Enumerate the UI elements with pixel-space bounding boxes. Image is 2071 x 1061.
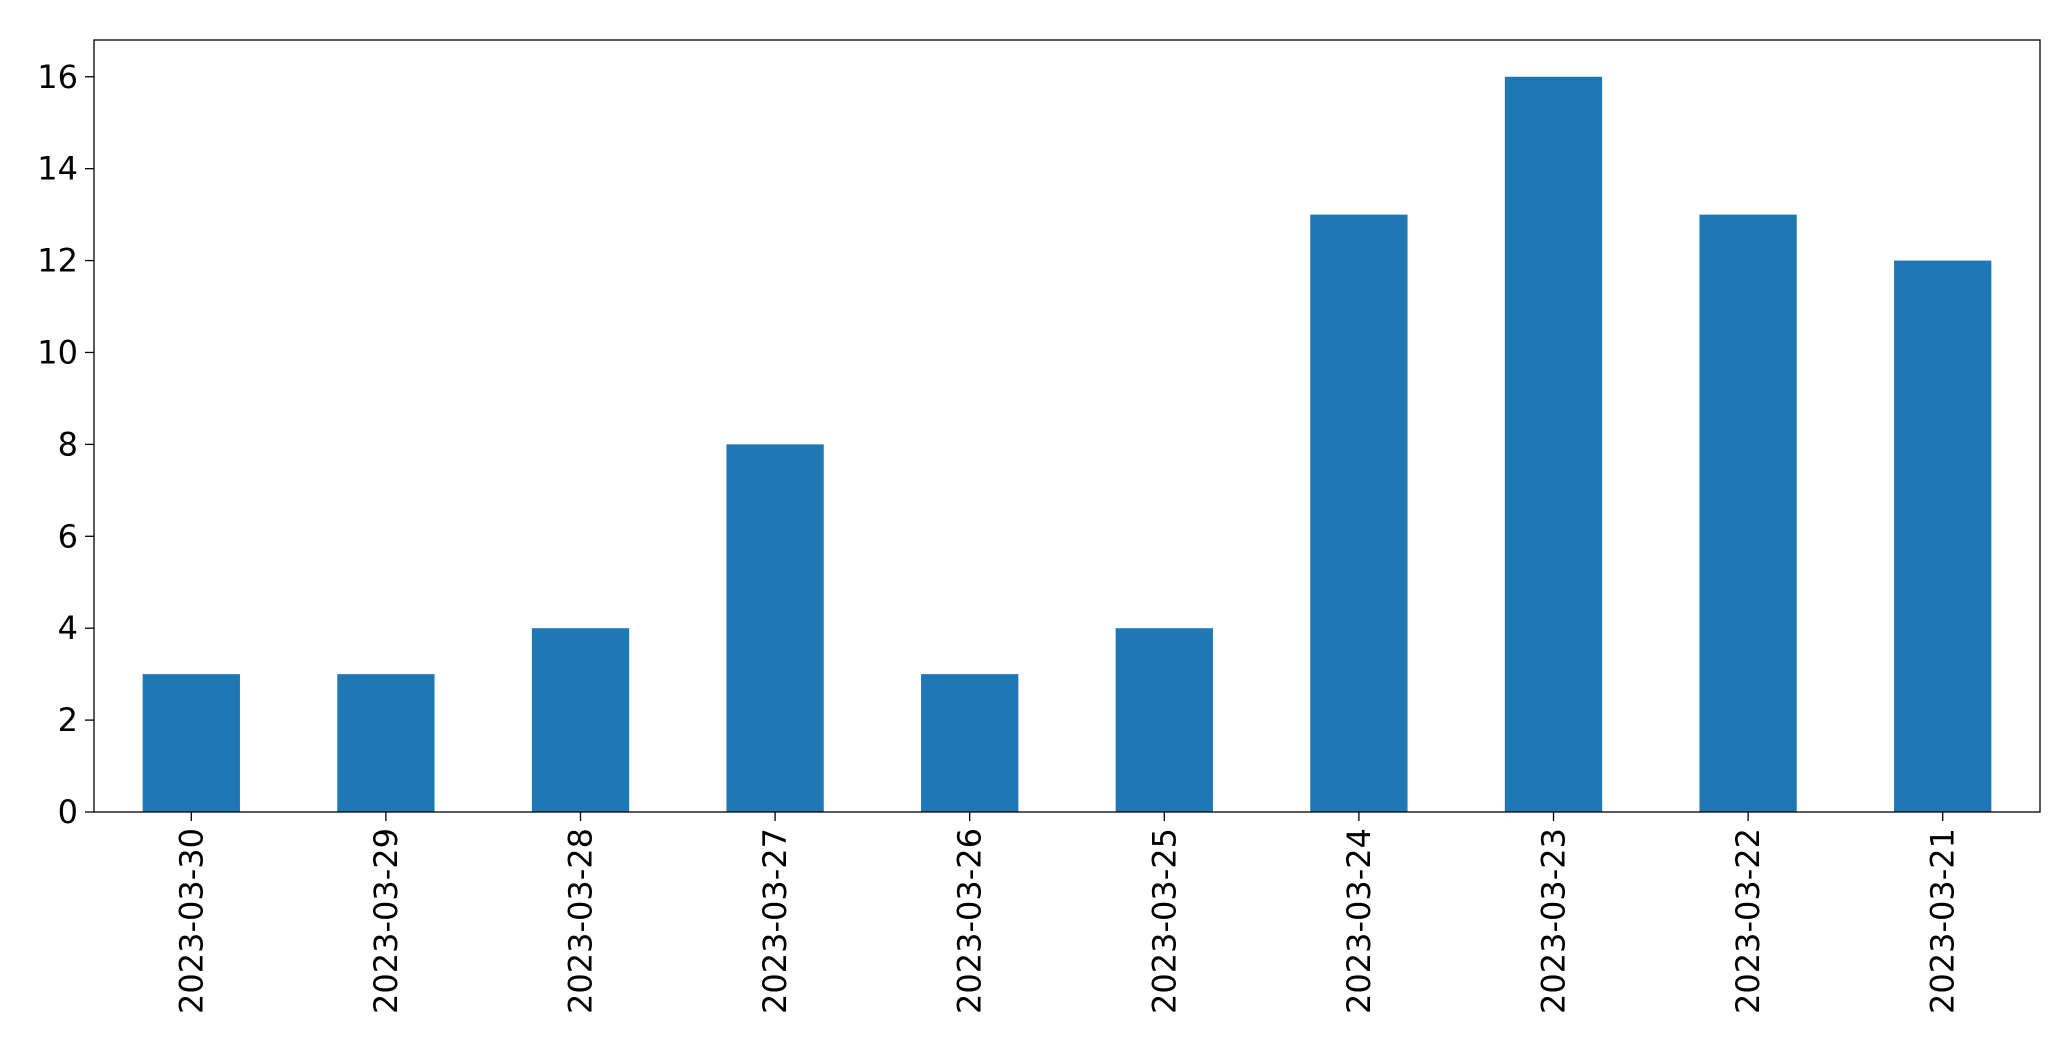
bar [1310,214,1408,813]
bar [1504,76,1603,812]
bar [142,674,240,812]
y-tick-label: 14 [37,150,78,188]
bar [1894,260,1992,813]
y-tick-label: 12 [37,242,78,280]
y-tick-label: 6 [58,517,78,555]
x-tick-label: 2023-03-27 [756,828,794,1014]
y-tick-label: 10 [37,333,78,371]
bar [726,444,824,812]
x-tick-label: 2023-03-21 [1924,828,1962,1014]
bar [921,674,1019,812]
x-tick-label: 2023-03-28 [562,828,600,1014]
x-tick-label: 2023-03-24 [1340,828,1378,1014]
x-tick-label: 2023-03-30 [172,828,210,1014]
bar [1115,628,1213,812]
y-tick-label: 4 [58,609,78,647]
bar [337,674,435,812]
x-tick-label: 2023-03-25 [1145,828,1183,1014]
y-tick-label: 0 [58,793,78,831]
x-tick-label: 2023-03-29 [367,828,405,1014]
axes-frame [93,39,2041,813]
x-tick-label: 2023-03-22 [1729,828,1767,1014]
x-tick-label: 2023-03-26 [951,828,989,1014]
bar [531,628,630,812]
y-tick-label: 2 [58,701,78,739]
y-tick-label: 8 [58,425,78,463]
bar [1699,214,1797,813]
y-tick-label: 16 [37,58,78,96]
x-tick-label: 2023-03-23 [1535,828,1573,1014]
